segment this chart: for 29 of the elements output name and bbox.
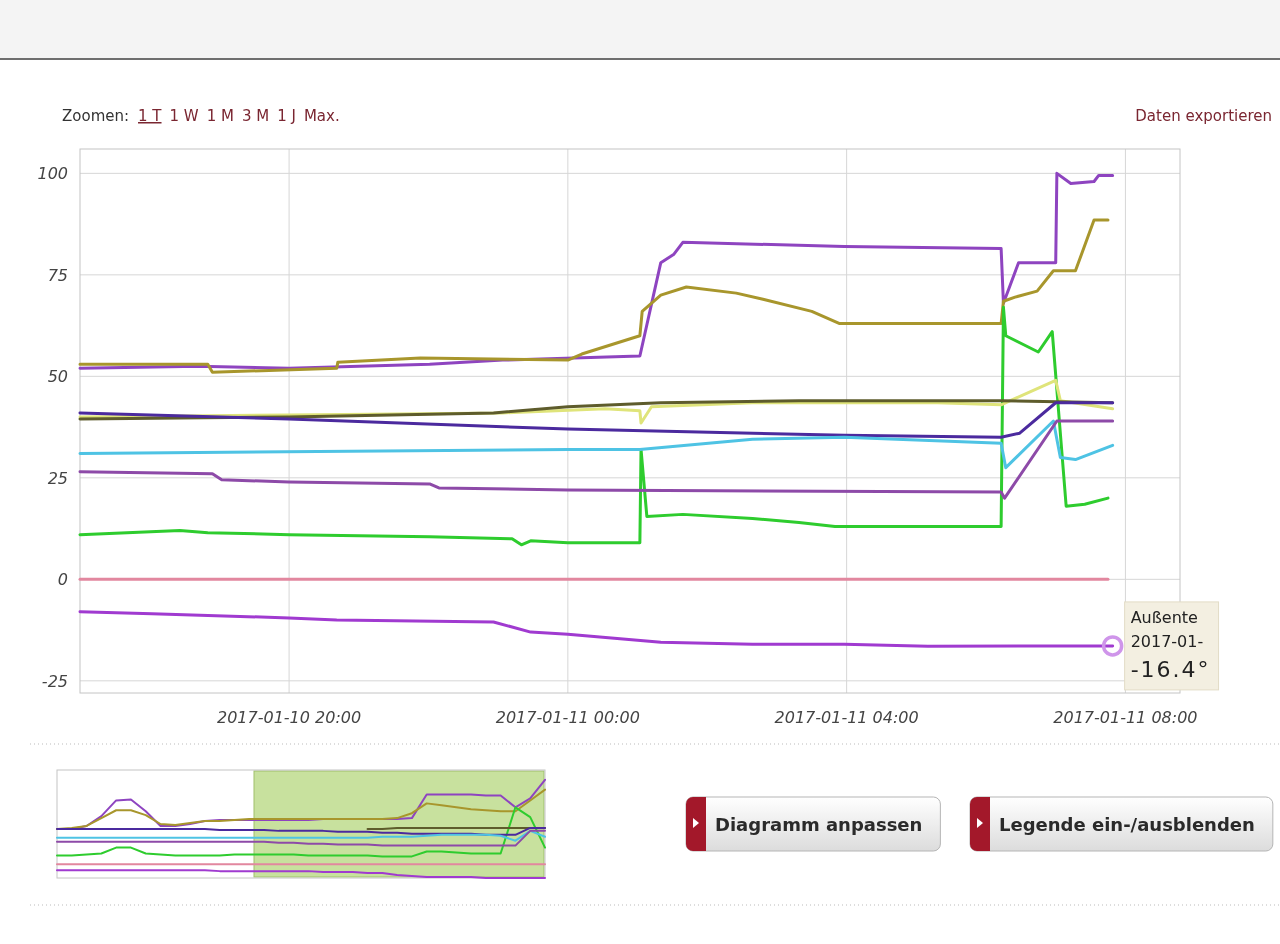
line-series [78, 401, 1115, 439]
text: Daten exportieren [1135, 107, 1272, 125]
x-tick-label: 2017-01-11 00:00 [495, 708, 640, 727]
button: Legende ein-/ausblenden [969, 796, 1274, 852]
line-series [78, 305, 1110, 547]
line-series [78, 419, 1115, 470]
text: 1 T [138, 107, 163, 125]
x-tick-label: 2017-01-11 04:00 [774, 708, 919, 727]
annotation: Außente [1130, 607, 1198, 627]
line-series [78, 419, 1115, 500]
annotation: -16.4° [1130, 656, 1211, 682]
annotation: 2017-01- [1130, 631, 1204, 651]
text: Max. [303, 107, 340, 125]
y-tick-label: 50 [47, 367, 68, 387]
y-tick-label: 100 [37, 164, 68, 184]
line-series [78, 218, 1110, 374]
y-tick-label: 25 [47, 468, 68, 488]
button: Diagramm anpassen [685, 796, 941, 852]
text: 3 M [241, 107, 270, 125]
y-tick-label: -25 [41, 671, 68, 691]
x-tick-label: 2017-01-10 20:00 [216, 708, 362, 727]
y-tick-label: 75 [47, 265, 68, 285]
y-tick-label: 0 [57, 570, 68, 590]
text: 1 M [206, 107, 234, 125]
text: 1 W [169, 107, 199, 125]
x-tick-label: 2017-01-11 08:00 [1053, 708, 1198, 727]
text: Zoomen: [62, 107, 130, 125]
text: 1 J [277, 107, 296, 125]
tooltip: Außente 2017-01- -16.4° [1124, 601, 1220, 691]
